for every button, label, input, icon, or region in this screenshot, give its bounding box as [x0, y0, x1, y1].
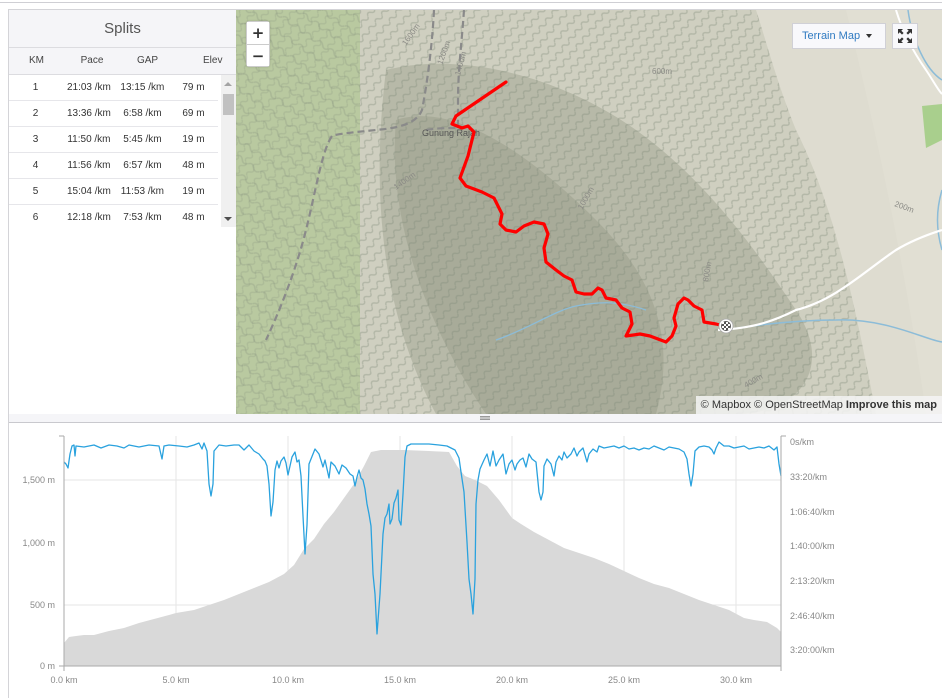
zoom-control: + − — [246, 21, 270, 67]
x-tick: 20.0 km — [496, 675, 528, 685]
elevation-area — [64, 450, 781, 666]
y-left-tick: 0 m — [40, 661, 55, 671]
y-left-tick: 500 m — [30, 600, 55, 610]
split-row: 1 21:03 /km 13:15 /km 79 m — [9, 75, 218, 101]
checkered-flag-icon[interactable] — [718, 318, 734, 334]
split-row: 5 15:04 /km 11:53 /km 19 m — [9, 179, 218, 205]
col-gap: GAP — [136, 55, 159, 66]
split-km: 3 — [32, 134, 39, 145]
split-row: 4 11:56 /km 6:57 /km 48 m — [9, 153, 218, 179]
split-pace: 21:03 /km — [66, 82, 111, 93]
splits-panel: Splits KM Pace GAP Elev 1 21:03 /km 13:1… — [9, 10, 236, 414]
fullscreen-icon — [898, 29, 912, 43]
zoom-out-button[interactable]: − — [247, 44, 269, 66]
scroll-thumb[interactable] — [223, 94, 234, 115]
improve-map-link[interactable]: Improve this map — [845, 399, 937, 411]
drag-handle-icon[interactable] — [480, 416, 490, 420]
caret-down-icon — [866, 34, 872, 38]
map-type-label: Terrain Map — [802, 30, 861, 42]
split-elev: 19 m — [182, 134, 205, 145]
splits-header-row: KM Pace GAP Elev — [9, 48, 236, 75]
x-tick: 30.0 km — [720, 675, 752, 685]
activity-panel — [8, 9, 942, 698]
split-km: 5 — [32, 186, 39, 197]
svg-text:600m: 600m — [652, 67, 672, 76]
map-type-dropdown[interactable]: Terrain Map — [792, 23, 886, 49]
y-right-tick: 0s/km — [790, 437, 814, 447]
split-pace: 13:36 /km — [66, 108, 111, 119]
split-elev: 19 m — [182, 186, 205, 197]
split-km: 1 — [32, 82, 39, 93]
scroll-up-arrow-icon[interactable] — [224, 82, 232, 86]
fullscreen-button[interactable] — [892, 23, 918, 49]
col-elev: Elev — [203, 55, 223, 66]
y-right-tick: 1:40:00/km — [790, 541, 835, 551]
col-km: KM — [29, 55, 44, 66]
chart-canvas: 0 m 500 m 1,000 m 1,500 m 0s/km 33:20/km… — [22, 435, 835, 685]
split-km: 4 — [32, 160, 39, 171]
resize-splitter[interactable] — [9, 414, 942, 423]
place-label: Gunung Rajah — [422, 128, 480, 138]
y-right-tick: 2:13:20/km — [790, 576, 835, 586]
route-line — [450, 80, 726, 344]
osm-link[interactable]: © OpenStreetMap — [754, 399, 843, 411]
y-left-tick: 1,000 m — [22, 538, 55, 548]
split-gap: 13:15 /km — [120, 82, 165, 93]
y-right-tick: 33:20/km — [790, 472, 827, 482]
split-gap: 6:57 /km — [123, 160, 162, 171]
x-tick: 10.0 km — [272, 675, 304, 685]
top-divider — [0, 0, 942, 3]
split-km: 6 — [32, 212, 39, 223]
x-tick: 5.0 km — [162, 675, 189, 685]
route-map[interactable]: 1600m 1200m 1400m 1400m 1000m 600m 800m … — [236, 10, 942, 414]
split-elev: 69 m — [182, 108, 205, 119]
y-right-tick: 2:46:40/km — [790, 611, 835, 621]
split-row: 3 11:50 /km 5:45 /km 19 m — [9, 127, 218, 153]
split-km: 2 — [32, 108, 39, 119]
split-pace: 11:50 /km — [67, 134, 111, 145]
split-row: 2 13:36 /km 6:58 /km 69 m — [9, 101, 218, 127]
svg-text:800m: 800m — [701, 261, 713, 283]
pace-line — [63, 441, 782, 635]
x-tick: 15.0 km — [384, 675, 416, 685]
split-gap: 7:53 /km — [123, 212, 162, 223]
x-tick: 0.0 km — [50, 675, 77, 685]
scroll-down-arrow-icon[interactable] — [224, 217, 232, 221]
split-pace: 11:56 /km — [67, 160, 111, 171]
map-attribution: © Mapbox © OpenStreetMap Improve this ma… — [695, 396, 942, 414]
split-gap: 11:53 /km — [120, 186, 164, 197]
y-right-tick: 1:06:40/km — [790, 507, 835, 517]
y-left-tick: 1,500 m — [22, 475, 55, 485]
y-right-tick: 3:20:00/km — [790, 645, 835, 655]
split-elev: 48 m — [182, 160, 205, 171]
col-pace: Pace — [80, 55, 104, 66]
splits-scrollbar[interactable] — [221, 75, 236, 227]
splits-title: Splits — [9, 10, 236, 48]
split-gap: 5:45 /km — [123, 134, 162, 145]
elevation-pace-chart[interactable]: 0 m 500 m 1,000 m 1,500 m 0s/km 33:20/km… — [9, 424, 942, 698]
mapbox-link[interactable]: © Mapbox — [700, 399, 751, 411]
splits-table-body: 1 21:03 /km 13:15 /km 79 m 2 13:36 /km 6… — [9, 75, 236, 228]
split-pace: 15:04 /km — [66, 186, 111, 197]
split-elev: 48 m — [182, 212, 205, 223]
split-row: 6 12:18 /km 7:53 /km 48 m — [9, 205, 218, 228]
split-elev: 79 m — [182, 82, 205, 93]
x-tick: 25.0 km — [608, 675, 640, 685]
split-pace: 12:18 /km — [66, 212, 111, 223]
split-gap: 6:58 /km — [123, 108, 162, 119]
terrain-tiles: 1600m 1200m 1400m 1400m 1000m 600m 800m … — [236, 10, 942, 414]
zoom-in-button[interactable]: + — [247, 22, 269, 44]
